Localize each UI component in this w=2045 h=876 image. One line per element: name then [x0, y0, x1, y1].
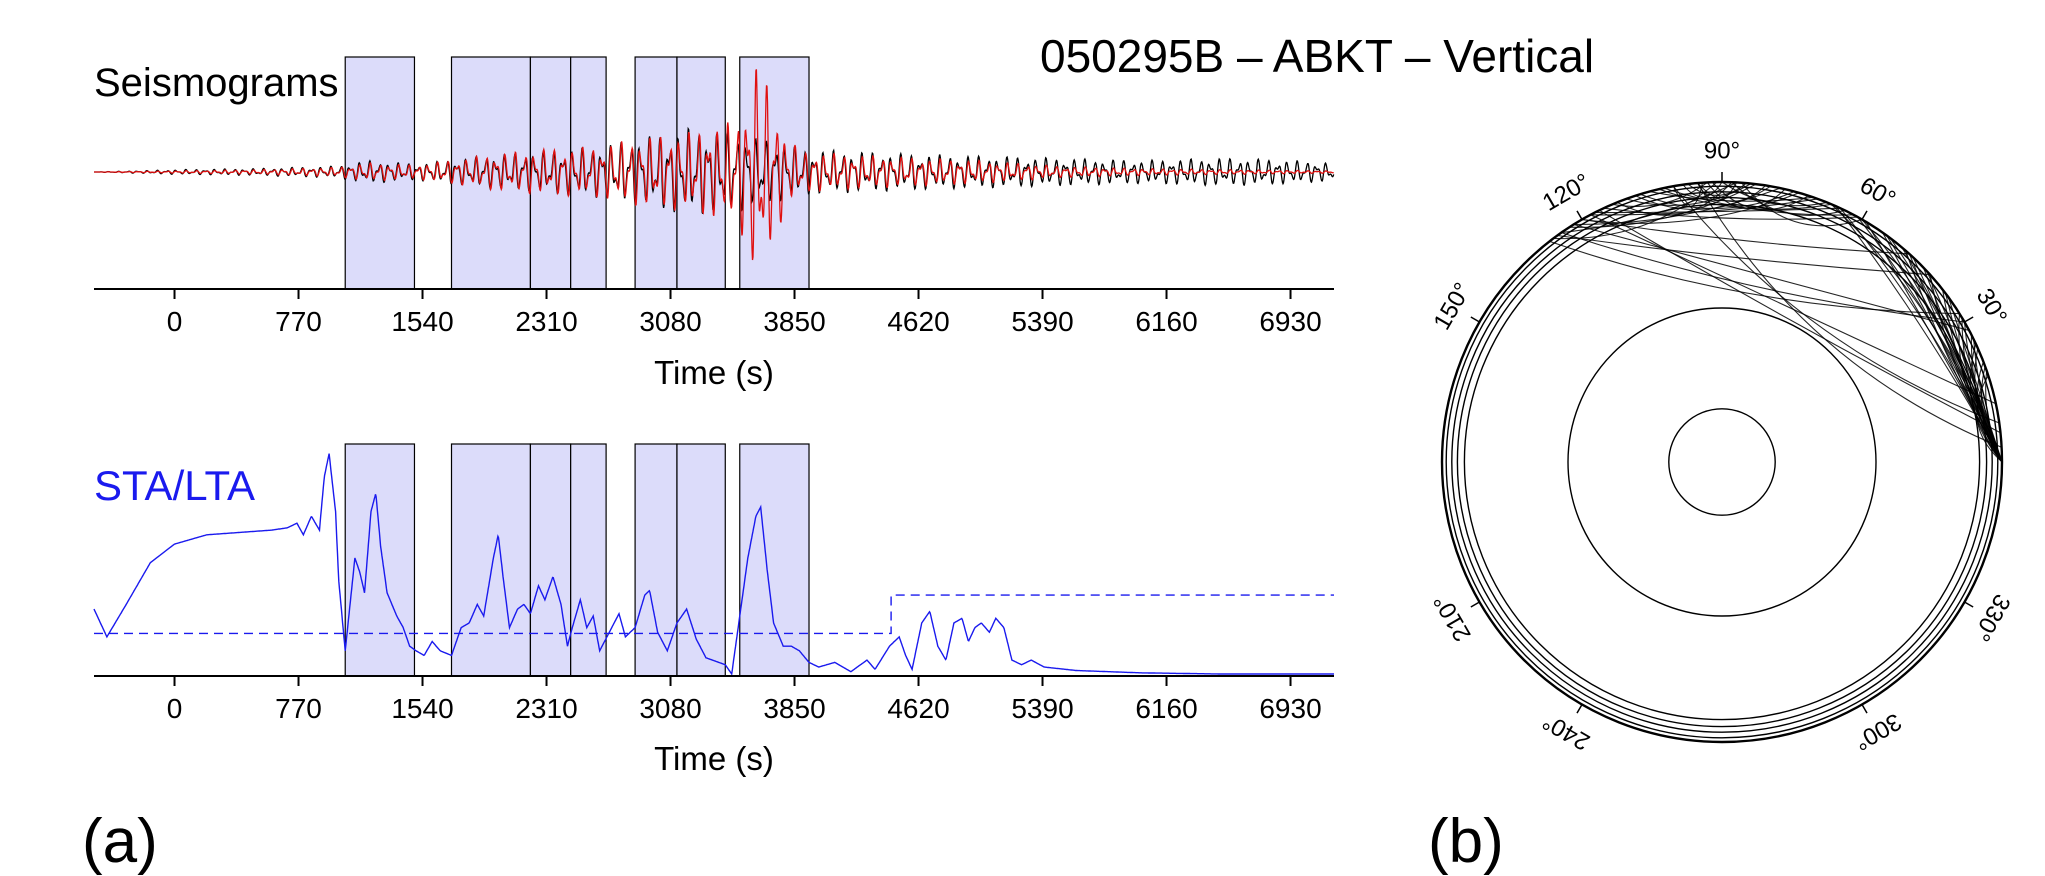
- panel-a-label: (a): [82, 807, 158, 876]
- angle-label: 300°: [1849, 707, 1905, 755]
- ray: [1639, 190, 1795, 209]
- x-tick-label: 1540: [391, 693, 453, 724]
- window-box: [739, 443, 810, 677]
- ray: [1970, 334, 2003, 463]
- sta-lta-windows: [344, 443, 810, 677]
- seismogram-x-ticks: 0 770 1540 2310 3080 3850 4620 5390 6160 6930: [167, 289, 1322, 337]
- sta-lta-x-label: Time (s): [654, 740, 774, 777]
- panel-b-label: (b): [1428, 807, 1504, 876]
- window-box: [529, 56, 572, 290]
- ray: [1741, 182, 1863, 227]
- ring: [1463, 203, 1981, 721]
- ray: [1549, 240, 1960, 315]
- ray: [1922, 267, 2003, 463]
- x-tick-label: 1540: [391, 306, 453, 337]
- x-tick-label: 6930: [1259, 693, 1321, 724]
- window-box: [344, 56, 416, 290]
- window-box: [676, 443, 726, 677]
- ray: [1663, 187, 1854, 216]
- ray: [1603, 207, 1858, 220]
- sta-lta-threshold: [94, 594, 1334, 635]
- earth-rings: [1440, 180, 2004, 744]
- window-box: [570, 443, 607, 677]
- angle-label: 210°: [1428, 589, 1476, 645]
- angle-tick: [1470, 601, 1480, 608]
- ray-path-panel: 90° 60° 30° 330° 300° 240° 210° 150° 120°: [1428, 137, 2015, 755]
- x-tick-label: 2310: [515, 693, 577, 724]
- ray: [1581, 192, 1800, 224]
- x-tick-label: 6160: [1135, 306, 1197, 337]
- figure-title: 050295B – ABKT – Vertical: [1040, 30, 1594, 82]
- x-tick-label: 3080: [639, 693, 701, 724]
- window-box: [529, 443, 572, 677]
- angle-tick: [1964, 316, 1974, 323]
- ray: [1594, 207, 1841, 214]
- angle-label: 330°: [1967, 589, 2015, 645]
- ray: [1697, 182, 2002, 448]
- angle-label: 60°: [1855, 172, 1900, 214]
- angle-labels: 90° 60° 30° 330° 300° 240° 210° 150° 120°: [1428, 137, 2015, 755]
- ring: [1440, 180, 2004, 744]
- ray: [1573, 187, 1781, 226]
- ray: [1599, 209, 2001, 434]
- x-tick-label: 4620: [887, 693, 949, 724]
- angle-tick: [1861, 210, 1868, 220]
- x-tick-label: 4620: [887, 306, 949, 337]
- window-box: [450, 443, 532, 677]
- x-tick-label: 6160: [1135, 693, 1197, 724]
- ray: [1581, 218, 1910, 255]
- sta-lta-x-ticks: 0 770 1540 2310 3080 3850 4620 5390 6160 6930: [167, 676, 1322, 724]
- ray: [1557, 234, 1931, 276]
- angle-label: 30°: [1971, 284, 2013, 329]
- x-tick-label: 3850: [763, 306, 825, 337]
- ray: [1626, 183, 1752, 206]
- x-tick-label: 0: [167, 693, 183, 724]
- x-tick-label: 770: [275, 693, 322, 724]
- x-tick-label: 3850: [763, 693, 825, 724]
- ray: [1687, 182, 1747, 196]
- angle-tick: [1964, 601, 1974, 608]
- ring: [1567, 307, 1877, 617]
- seismogram-title: Seismograms: [94, 61, 339, 105]
- sta-lta-panel: 0 770 1540 2310 3080 3850 4620 5390 6160 6930 STA…: [93, 443, 1334, 777]
- seismogram-panel: 0 770 1540 2310 3080 3850 4620 5390 6160 6930 Sei…: [94, 56, 1335, 391]
- angle-label: 150°: [1428, 278, 1476, 334]
- window-box: [634, 56, 678, 290]
- window-box: [634, 443, 678, 677]
- x-tick-label: 770: [275, 306, 322, 337]
- angle-label: 90°: [1704, 137, 1740, 164]
- x-tick-label: 3080: [639, 306, 701, 337]
- ray: [1561, 232, 1965, 323]
- angle-label: 240°: [1538, 707, 1594, 755]
- ray: [1905, 250, 2003, 463]
- angle-tick: [1861, 704, 1868, 714]
- ray: [1697, 182, 1767, 202]
- x-tick-label: 6930: [1259, 306, 1321, 337]
- ray: [1958, 313, 2003, 463]
- sta-lta-title: STA/LTA: [94, 462, 255, 509]
- angle-tick: [1576, 704, 1583, 714]
- x-tick-label: 5390: [1011, 693, 1073, 724]
- seismogram-x-label: Time (s): [654, 354, 774, 391]
- ray: [1573, 223, 1970, 332]
- x-tick-label: 0: [167, 306, 183, 337]
- window-box: [344, 443, 416, 677]
- x-tick-label: 2310: [515, 306, 577, 337]
- synthetic-trace: [94, 69, 1334, 261]
- angle-tick: [1470, 316, 1480, 323]
- ray: [1711, 181, 1809, 211]
- ring: [1445, 185, 1999, 739]
- ray: [1672, 185, 2000, 424]
- ray: [1616, 181, 1733, 216]
- ray-paths: [1549, 181, 2003, 463]
- ray: [1561, 181, 1737, 234]
- ring: [1668, 408, 1776, 516]
- x-tick-label: 5390: [1011, 306, 1073, 337]
- angle-tick: [1576, 210, 1583, 220]
- ray: [1635, 185, 1771, 211]
- ray: [1721, 181, 1828, 207]
- angle-label: 120°: [1538, 168, 1594, 216]
- sta-lta-curve: [93, 453, 1334, 676]
